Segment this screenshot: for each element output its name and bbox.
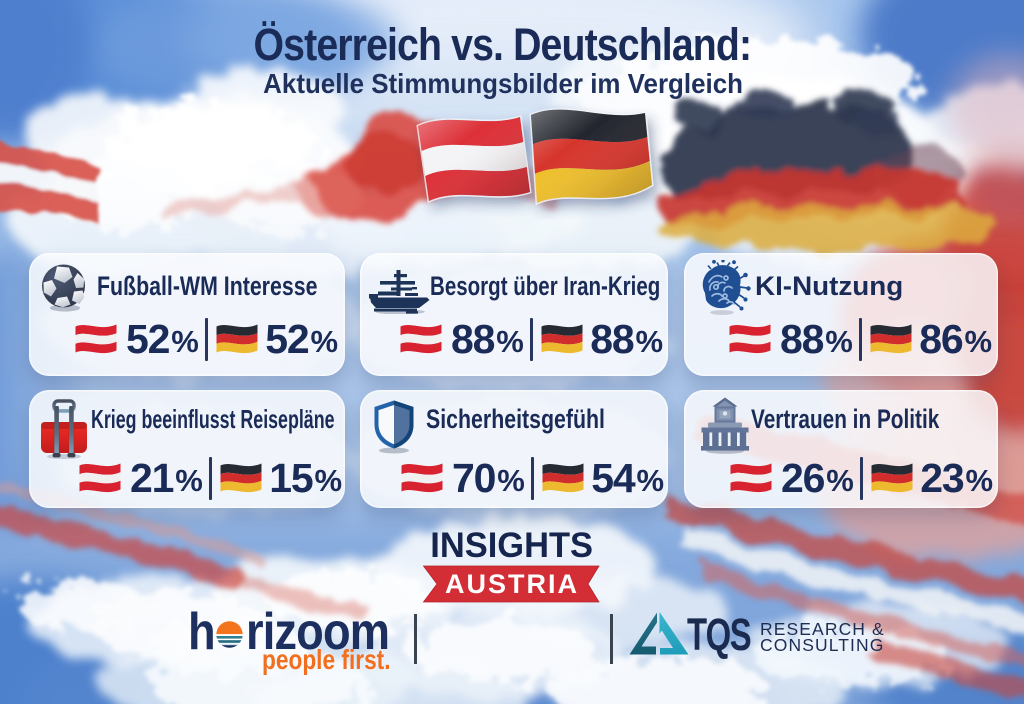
svg-text:AUSTRIA: AUSTRIA: [445, 569, 579, 599]
